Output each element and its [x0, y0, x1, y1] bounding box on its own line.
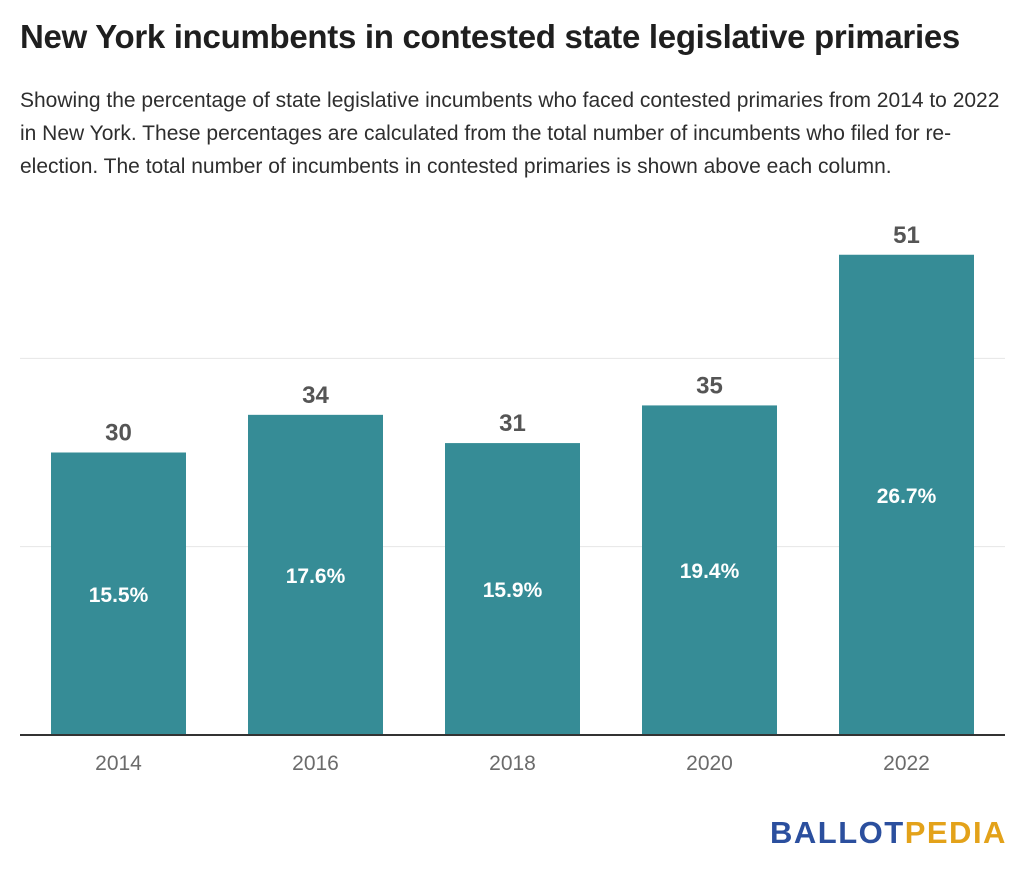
- bar-count-label: 30: [105, 420, 132, 447]
- chart-subtitle: Showing the percentage of state legislat…: [20, 89, 1000, 178]
- x-tick-label: 2018: [489, 752, 536, 775]
- bar: [51, 452, 186, 735]
- chart-title: New York incumbents in contested state l…: [20, 18, 960, 55]
- x-tick-label: 2022: [883, 752, 930, 775]
- bar-count-label: 34: [302, 382, 329, 409]
- ballotpedia-logo: BALLOTPEDIA: [770, 815, 1007, 851]
- bar-count-label: 31: [499, 410, 526, 437]
- x-tick-label: 2016: [292, 752, 339, 775]
- bar-percent-label: 17.6%: [286, 565, 346, 588]
- bar: [839, 254, 974, 735]
- bar: [642, 405, 777, 735]
- x-tick-label: 2020: [686, 752, 733, 775]
- x-tick-label: 2014: [95, 752, 142, 775]
- bar-percent-label: 26.7%: [877, 485, 937, 508]
- bar-percent-label: 15.9%: [483, 579, 543, 602]
- logo-part-pedia: PEDIA: [904, 815, 1007, 850]
- bar-percent-label: 19.4%: [680, 560, 740, 583]
- bar-percent-label: 15.5%: [89, 584, 149, 607]
- bar-count-label: 51: [893, 222, 920, 249]
- logo-part-ballot: BALLOT: [770, 815, 905, 850]
- bar: [445, 443, 580, 735]
- bar-count-label: 35: [696, 372, 723, 399]
- bar: [248, 414, 383, 735]
